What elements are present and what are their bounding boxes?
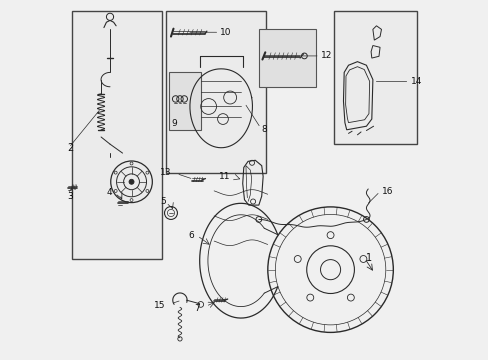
Text: 14: 14	[410, 77, 421, 86]
Circle shape	[129, 179, 134, 184]
Text: 4: 4	[107, 188, 112, 197]
Text: 16: 16	[381, 187, 392, 196]
Text: 15: 15	[154, 301, 165, 310]
Text: 9: 9	[171, 119, 176, 128]
Text: 3: 3	[67, 188, 73, 201]
Text: 10: 10	[220, 28, 231, 37]
Text: 6: 6	[188, 231, 194, 240]
Text: 11: 11	[218, 172, 230, 181]
Text: 8: 8	[261, 125, 267, 134]
Text: 5: 5	[160, 197, 165, 206]
Text: 7: 7	[194, 303, 199, 312]
Text: 13: 13	[159, 168, 171, 177]
FancyBboxPatch shape	[72, 12, 162, 259]
FancyBboxPatch shape	[169, 72, 201, 130]
Text: 1: 1	[365, 253, 371, 263]
FancyBboxPatch shape	[165, 12, 265, 173]
FancyBboxPatch shape	[333, 12, 416, 144]
FancyBboxPatch shape	[258, 30, 316, 87]
Text: 2: 2	[67, 143, 73, 153]
Text: 12: 12	[320, 51, 331, 60]
